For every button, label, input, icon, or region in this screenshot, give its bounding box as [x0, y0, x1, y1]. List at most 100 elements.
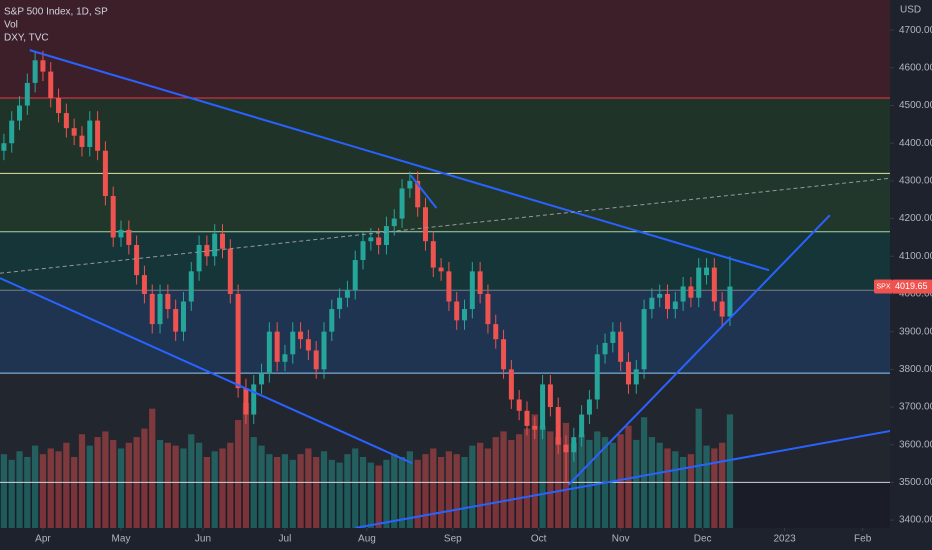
- volume-bar: [78, 434, 86, 528]
- x-tick-label: Feb: [854, 534, 872, 545]
- zone: [0, 231, 890, 291]
- y-tick-label: 4300.00: [899, 176, 932, 187]
- volume-bar: [156, 439, 164, 528]
- volume-bar: [336, 462, 343, 528]
- candle-body: [1, 143, 7, 151]
- candle-body: [360, 241, 366, 261]
- candle-body: [227, 248, 233, 294]
- candle-body: [688, 286, 694, 298]
- volume-bar: [484, 448, 492, 528]
- axes: 4700.00 4600.00 4500.00 4400.00 4300.00 4200.…: [35, 25, 932, 545]
- x-tick-label: Aug: [358, 534, 376, 545]
- volume-bar: [71, 456, 78, 528]
- volume-bar: [633, 439, 640, 528]
- y-axis-label: USD: [900, 5, 921, 16]
- trendline: [0, 177, 891, 274]
- candle-body: [602, 342, 608, 355]
- legend-item: Vol: [4, 20, 18, 31]
- volume-bar: [586, 439, 593, 528]
- volume-bar: [141, 428, 148, 528]
- candle-body: [391, 218, 397, 227]
- volume-bar: [242, 403, 250, 528]
- volume-bar: [500, 431, 507, 528]
- candle-body: [149, 293, 155, 325]
- candle-body: [212, 233, 218, 257]
- volume-bar: [47, 448, 54, 528]
- candle-body: [407, 180, 413, 189]
- candle-body: [173, 309, 179, 332]
- volume-bar: [125, 442, 132, 528]
- candle-body: [9, 120, 15, 144]
- candle-body: [485, 293, 491, 325]
- candle-body: [493, 324, 499, 340]
- candle-body: [298, 331, 304, 340]
- volume-bar: [352, 448, 359, 528]
- volume-bar: [679, 456, 687, 528]
- trendline: [567, 214, 831, 486]
- volume-bar: [313, 456, 320, 528]
- volume-bar: [297, 454, 304, 528]
- volume-bar: [110, 439, 117, 528]
- volume-bar: [672, 451, 679, 528]
- candle-body: [329, 309, 335, 332]
- volume-bar: [726, 414, 734, 528]
- candle-body: [126, 229, 132, 245]
- y-tick-label: 4600.00: [899, 62, 932, 73]
- candle-body: [594, 354, 600, 400]
- volume-bar: [711, 448, 718, 528]
- trendline: [0, 277, 413, 465]
- trendline: [409, 174, 438, 209]
- candle-body: [680, 286, 686, 302]
- y-tick-label: 4700.00: [899, 25, 932, 36]
- zone: [0, 290, 890, 374]
- candle-body: [118, 229, 124, 238]
- y-tick-label: 3800.00: [899, 364, 932, 375]
- candle-body: [63, 113, 69, 129]
- candle-body: [571, 437, 577, 453]
- volume-bar: [539, 425, 546, 528]
- price-axis: [890, 0, 932, 550]
- volume-bar: [16, 451, 23, 528]
- trendlines: [0, 49, 932, 529]
- volume-bar: [445, 451, 453, 528]
- y-tick-label: 4400.00: [899, 138, 932, 149]
- candle-body: [586, 399, 592, 415]
- candle-body: [719, 301, 725, 317]
- candle-body: [727, 286, 733, 317]
- candle-body: [274, 331, 280, 362]
- x-tick-label: Jul: [279, 534, 292, 545]
- candle-body: [711, 267, 717, 302]
- candle-body: [579, 414, 585, 438]
- candle-body: [235, 293, 241, 389]
- volume-bar: [320, 451, 328, 528]
- x-tick-label: Nov: [612, 534, 630, 545]
- candle-body: [462, 309, 468, 321]
- volume-bar: [656, 442, 663, 528]
- volume-bar: [617, 434, 624, 528]
- candle-body: [469, 271, 475, 310]
- volume-bar: [547, 431, 554, 528]
- candle-body: [220, 233, 225, 249]
- candle-body: [657, 293, 663, 298]
- legend-item: DXY, TVC: [4, 33, 49, 44]
- y-tick-label: 3600.00: [899, 439, 932, 450]
- volume-bar: [703, 445, 710, 528]
- volume-bar: [469, 445, 476, 528]
- y-tick-label: 3400.00: [899, 515, 932, 526]
- zone: [0, 373, 890, 483]
- candle-body: [87, 120, 93, 147]
- volume-bar: [180, 448, 187, 528]
- candle-body: [282, 354, 288, 362]
- volume-bar: [594, 431, 601, 528]
- volume-bar: [359, 456, 367, 528]
- candle-body: [79, 135, 85, 147]
- y-tick-label: 4500.00: [899, 100, 932, 111]
- volume-bar: [640, 417, 648, 528]
- candle-body: [524, 410, 530, 426]
- symbol-tag-box: [874, 279, 893, 294]
- candle-body: [383, 226, 389, 245]
- volume-bar: [367, 462, 374, 528]
- volume-bar: [281, 454, 289, 528]
- x-tick-label: Dec: [694, 534, 712, 545]
- volume-bar: [8, 459, 15, 528]
